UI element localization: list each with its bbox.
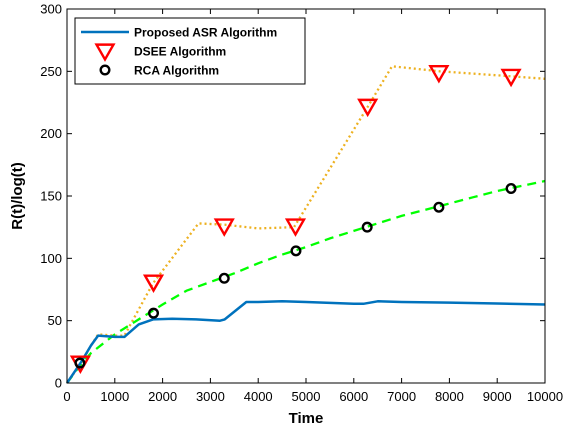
rca-marker xyxy=(361,221,373,233)
legend: Proposed ASR Algorithm DSEE Algorithm RCA … xyxy=(74,17,306,85)
series-line-rca-algorithm xyxy=(66,179,546,384)
rca-marker xyxy=(505,183,517,195)
rca-marker xyxy=(74,357,86,369)
x-tick-label: 10000 xyxy=(527,389,563,404)
rca-marker xyxy=(433,201,445,213)
x-axis-label: Time xyxy=(289,410,324,427)
legend-label: DSEE Algorithm xyxy=(134,45,226,59)
x-tick-label: 1000 xyxy=(100,389,129,404)
x-tick-label: 0 xyxy=(63,389,70,404)
y-tick-label: 300 xyxy=(40,2,62,17)
rca-marker xyxy=(218,272,230,284)
rca-marker xyxy=(148,307,160,319)
series-line-proposed-asr-algorithm xyxy=(65,300,546,384)
x-tick-label: 7000 xyxy=(387,389,416,404)
y-tick-label: 100 xyxy=(40,251,62,266)
series-line-dsee-algorithm xyxy=(66,65,546,384)
x-tick-label: 2000 xyxy=(148,389,177,404)
rca-marker xyxy=(290,245,302,257)
legend-label: RCA Algorithm xyxy=(134,64,219,78)
legend-triangle-marker xyxy=(94,43,116,62)
legend-circle-marker xyxy=(99,64,111,76)
y-tick-label: 150 xyxy=(40,189,62,204)
y-tick-label: 200 xyxy=(40,126,62,141)
x-tick-label: 4000 xyxy=(244,389,273,404)
dsee-marker xyxy=(213,218,235,237)
dsee-marker xyxy=(142,274,165,293)
dsee-marker xyxy=(284,218,307,237)
y-tick-label: 50 xyxy=(48,313,62,328)
x-tick-label: 5000 xyxy=(292,389,321,404)
y-tick-label: 0 xyxy=(55,376,62,391)
ticks-layer: 0 1000 2000 3000 4000 5000 6000 7000 8000 9000 100… xyxy=(40,2,563,405)
y-tick-label: 250 xyxy=(40,64,62,79)
series-layer xyxy=(65,65,546,384)
x-tick-label: 9000 xyxy=(483,389,512,404)
dsee-marker xyxy=(500,68,522,88)
x-tick-label: 8000 xyxy=(435,389,464,404)
x-tick-label: 6000 xyxy=(339,389,368,404)
dsee-marker xyxy=(428,65,450,84)
legend-box xyxy=(74,17,306,85)
legend-label: Proposed ASR Algorithm xyxy=(134,26,277,40)
dsee-marker xyxy=(357,98,379,118)
x-tick-label: 3000 xyxy=(196,389,225,404)
y-axis-label: R(t)/log(t) xyxy=(9,162,26,229)
